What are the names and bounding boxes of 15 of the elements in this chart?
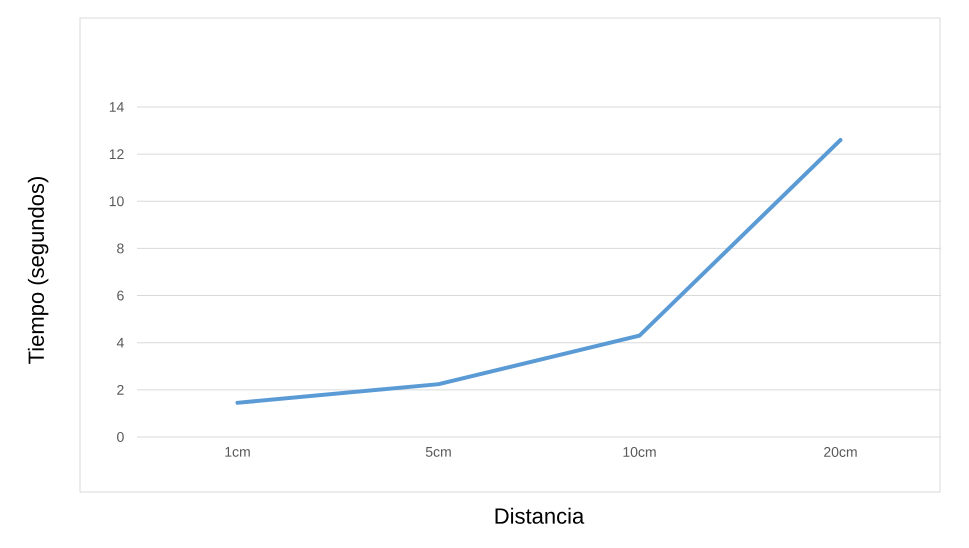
y-tick-label: 0 [117,432,124,442]
x-tick-label: 1cm [225,447,250,457]
y-axis-title: Tiempo (segundos) [28,177,48,364]
y-tick-label: 6 [117,290,124,301]
line-series [236,138,842,405]
y-tick-label: 8 [117,243,124,254]
y-tick-label: 4 [116,338,124,348]
y-tick-label: 12 [110,149,124,160]
x-tick-label: 20cm [824,447,857,457]
y-tick-label: 10 [110,196,124,206]
x-tick-label: 5cm [426,447,451,457]
y-tick-label: 2 [117,384,124,395]
x-tick-label: 10cm [623,447,656,457]
x-axis-title: Distancia [496,508,584,524]
y-tick-label: 14 [110,102,124,112]
